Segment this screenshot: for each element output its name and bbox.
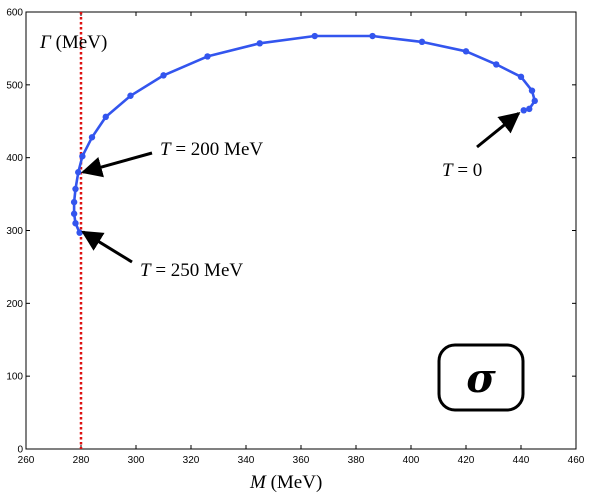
y-tick-label: 400 (6, 153, 23, 164)
data-point (127, 92, 134, 99)
data-point (72, 185, 79, 193)
annotation-label: T = 0 (442, 160, 482, 181)
data-point (526, 105, 533, 113)
y-tick-label: 600 (6, 8, 23, 19)
x-tick-label: 400 (403, 455, 420, 466)
annotation-label: T = 200 MeV (160, 139, 263, 160)
y-tick-label: 300 (6, 226, 23, 237)
series-group (70, 32, 538, 236)
data-point (517, 73, 525, 81)
data-point (70, 210, 78, 217)
y-tick-label: 500 (6, 80, 23, 91)
data-point (160, 72, 167, 79)
x-tick-label: 300 (128, 455, 145, 466)
series-line (72, 34, 537, 234)
x-tick-label: 380 (348, 455, 365, 466)
data-point (75, 169, 82, 176)
x-tick-label: 360 (293, 455, 310, 466)
x-tick-label: 460 (568, 455, 585, 466)
sigma-badge-box (437, 343, 525, 412)
x-tick-label: 440 (513, 455, 530, 466)
x-axis-label: M (MeV) (249, 472, 322, 493)
x-tick-label: 420 (458, 455, 475, 466)
annotation-arrow (81, 230, 133, 264)
annotation-arrow (80, 151, 153, 178)
x-tick-label: 320 (183, 455, 200, 466)
data-point (79, 153, 86, 160)
data-point (72, 220, 79, 227)
data-point (418, 38, 426, 46)
data-point (528, 87, 536, 94)
annotations: T = 200 MeV T = 250 MeV T = 0 (80, 112, 521, 281)
data-point (88, 134, 96, 141)
y-tick-label: 100 (6, 372, 23, 383)
data-point (369, 32, 376, 40)
data-point (493, 61, 500, 68)
y-axis-label: Γ (MeV) (39, 32, 107, 53)
x-tick-label: 280 (73, 455, 90, 466)
x-axis-ticks: 260 280 300 320 340 360 380 400 420 440 460 (18, 12, 585, 466)
annotation-arrow (476, 112, 521, 149)
data-point (102, 113, 109, 121)
annotation-label: T = 250 MeV (140, 260, 243, 281)
y-tick-label: 0 (17, 445, 23, 456)
sigma-badge: σ (466, 355, 496, 402)
data-point (520, 107, 527, 114)
y-tick-label: 200 (6, 299, 23, 310)
x-tick-label: 260 (18, 455, 35, 466)
y-axis-ticks: 0 100 200 300 400 500 600 (6, 8, 576, 456)
data-point (76, 229, 83, 236)
data-point (531, 97, 538, 105)
data-point (311, 32, 318, 40)
data-point (70, 198, 78, 206)
data-point (462, 48, 470, 55)
x-tick-label: 340 (238, 455, 255, 466)
data-point (204, 53, 211, 60)
data-point (256, 40, 263, 47)
